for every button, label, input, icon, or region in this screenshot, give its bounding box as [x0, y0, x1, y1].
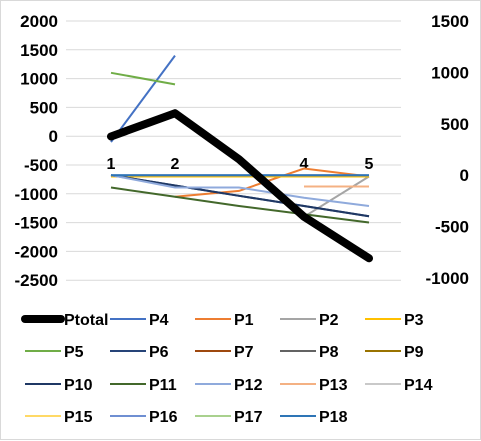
legend-label-ptotal: Ptotal [64, 312, 108, 329]
right-tick-label-0: 1500 [431, 12, 469, 31]
right-tick-label-5: -1000 [426, 269, 469, 288]
right-tick-label-1: 1000 [431, 63, 469, 82]
legend-label-p8: P8 [319, 344, 339, 361]
x-tick-label-4: 4 [300, 156, 309, 173]
right-tick-label-2: 500 [441, 115, 469, 134]
legend-label-p2: P2 [319, 312, 339, 329]
left-tick-label-4: 0 [49, 127, 58, 146]
left-tick-label-1: 1500 [20, 41, 58, 60]
left-tick-label-9: -2500 [15, 271, 58, 290]
left-tick-label-3: 500 [30, 98, 58, 117]
legend-label-p17: P17 [234, 409, 263, 426]
left-tick-label-8: -2000 [15, 242, 58, 261]
legend-label-p9: P9 [404, 344, 424, 361]
legend-label-p18: P18 [319, 409, 348, 426]
series-line-ptotal [107, 109, 373, 263]
legend-label-p3: P3 [404, 312, 424, 329]
legend-label-p15: P15 [64, 409, 93, 426]
right-tick-label-4: -500 [435, 218, 469, 237]
legend-label-p16: P16 [149, 409, 178, 426]
series-line-p11 [110, 186, 370, 224]
legend-label-p6: P6 [149, 344, 169, 361]
x-tick-label-1: 1 [107, 156, 116, 173]
legend-label-p10: P10 [64, 377, 93, 394]
left-tick-label-5: -500 [24, 156, 58, 175]
legend-label-p5: P5 [64, 344, 84, 361]
series-line-p10 [110, 174, 370, 218]
legend-label-p14: P14 [404, 377, 433, 394]
legend-label-p1: P1 [234, 312, 254, 329]
right-tick-label-3: 0 [460, 166, 469, 185]
left-tick-label-7: -1500 [15, 214, 58, 233]
legend-label-p13: P13 [319, 377, 348, 394]
left-tick-label-2: 1000 [20, 70, 58, 89]
legend-label-p4: P4 [149, 312, 169, 329]
x-tick-label-2: 2 [171, 156, 180, 173]
series-line-p2 [303, 175, 370, 218]
series-line-p1 [174, 167, 370, 198]
series-line-p12 [110, 174, 370, 207]
x-tick-label-5: 5 [365, 156, 374, 173]
legend-label-p7: P7 [234, 344, 254, 361]
legend-label-p11: P11 [149, 377, 177, 394]
left-tick-label-6: -1000 [15, 185, 58, 204]
legend-label-p12: P12 [234, 377, 263, 394]
left-tick-label-0: 2000 [20, 12, 58, 31]
series-line-p4 [111, 56, 369, 142]
